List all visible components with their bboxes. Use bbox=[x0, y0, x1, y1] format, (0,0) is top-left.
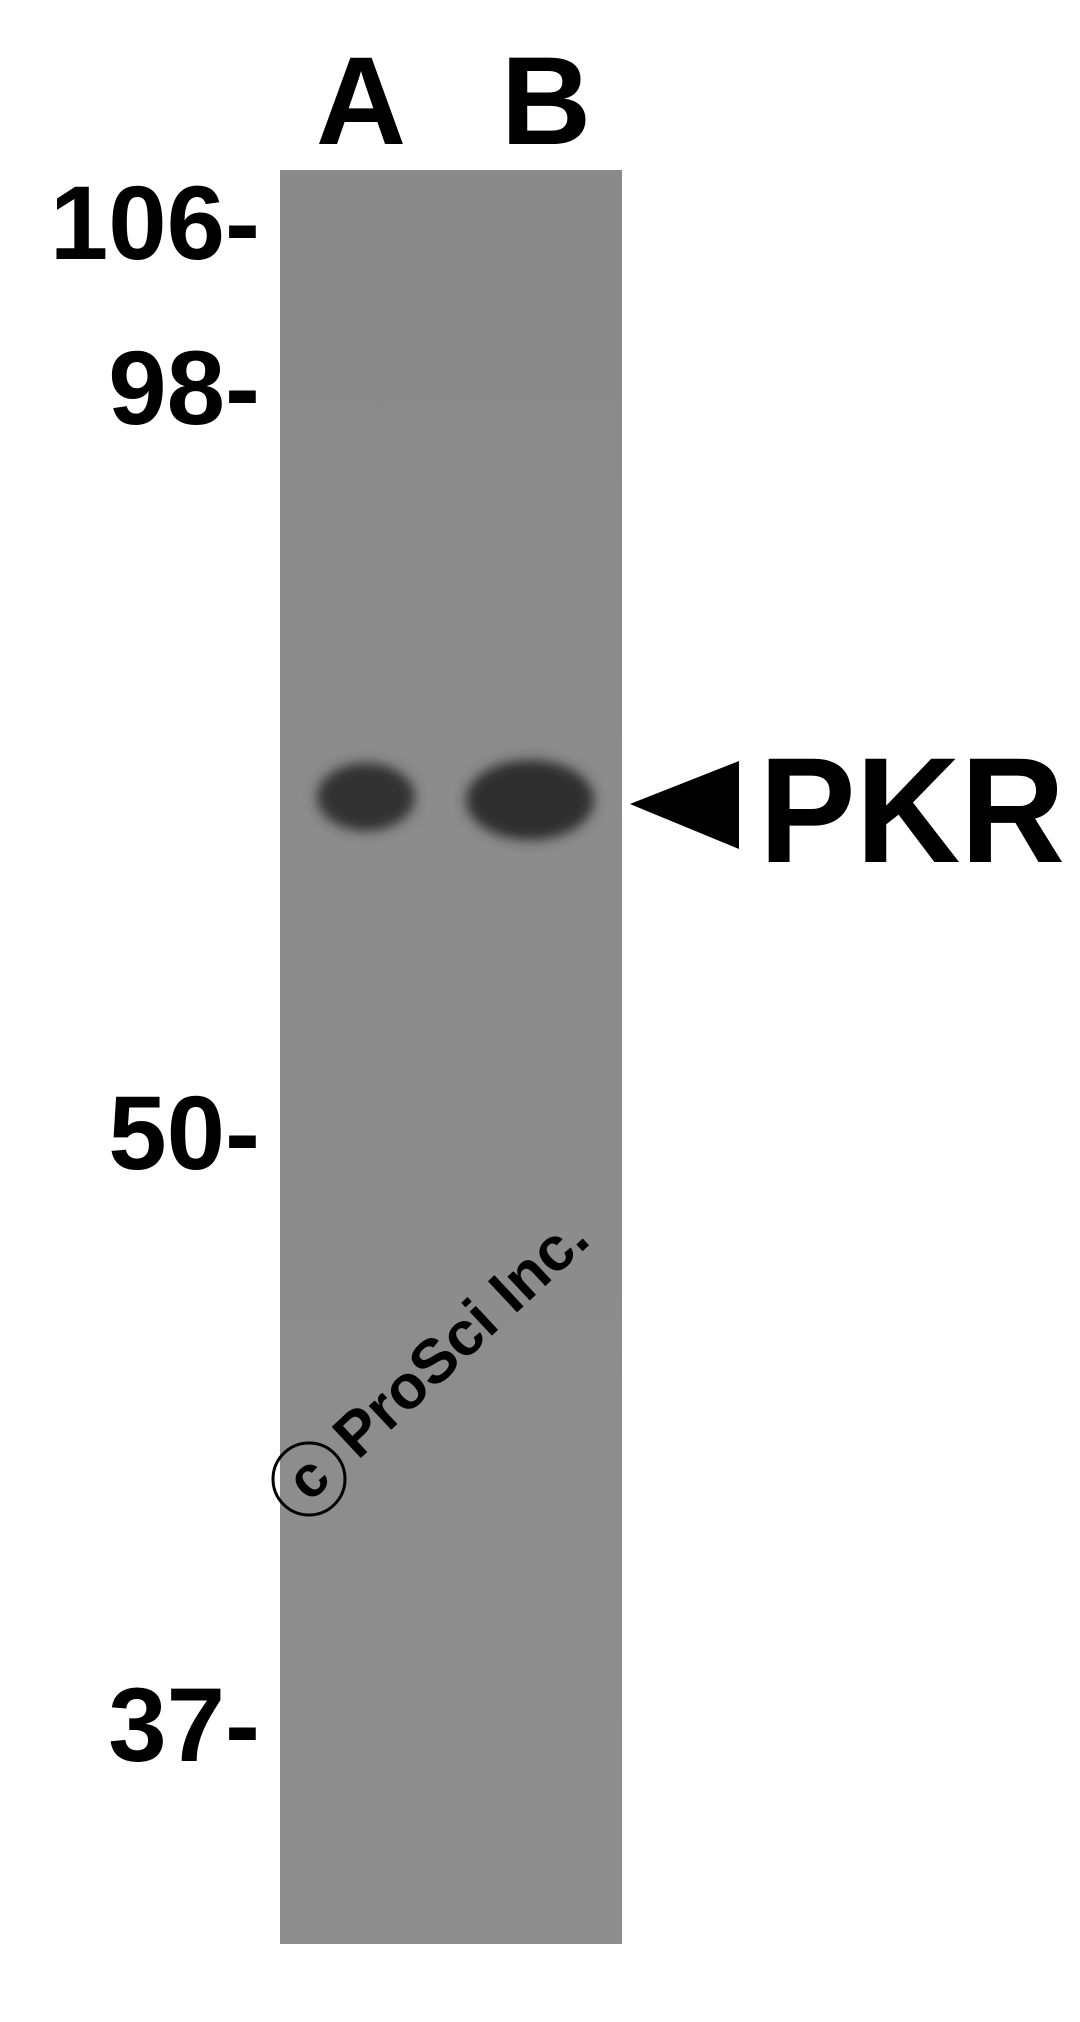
copyright-circle bbox=[271, 1441, 347, 1517]
membrane bbox=[280, 170, 622, 1944]
band-label: PKR bbox=[759, 726, 1065, 894]
band bbox=[466, 760, 594, 840]
marker-label: 50- bbox=[108, 1075, 260, 1192]
marker-label: 98- bbox=[108, 330, 260, 447]
marker-label: 37- bbox=[108, 1667, 260, 1784]
lane-label: A bbox=[316, 32, 406, 171]
band bbox=[317, 763, 415, 831]
lane-label: B bbox=[501, 32, 591, 171]
marker-label: 106- bbox=[50, 165, 260, 282]
arrowhead bbox=[630, 761, 739, 849]
